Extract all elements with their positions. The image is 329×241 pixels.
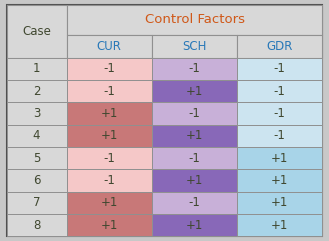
Text: -1: -1 <box>274 85 286 98</box>
Text: -1: -1 <box>274 107 286 120</box>
Text: +1: +1 <box>271 219 289 232</box>
Bar <box>152 214 237 236</box>
Bar <box>7 80 66 102</box>
Text: 1: 1 <box>33 62 40 75</box>
Text: -1: -1 <box>103 174 115 187</box>
Bar <box>7 125 66 147</box>
Bar <box>152 102 237 125</box>
Text: -1: -1 <box>274 62 286 75</box>
Bar <box>152 80 237 102</box>
Bar <box>237 35 322 58</box>
Text: SCH: SCH <box>182 40 207 53</box>
Bar <box>7 214 66 236</box>
Bar <box>237 80 322 102</box>
Bar <box>7 5 66 58</box>
Text: -1: -1 <box>189 152 200 165</box>
Text: +1: +1 <box>271 196 289 209</box>
Text: 7: 7 <box>33 196 40 209</box>
Bar <box>7 147 66 169</box>
Bar <box>152 147 237 169</box>
Text: -1: -1 <box>189 62 200 75</box>
Text: GDR: GDR <box>266 40 293 53</box>
Bar <box>66 58 152 80</box>
Text: 6: 6 <box>33 174 40 187</box>
Bar <box>152 169 237 192</box>
Bar <box>152 192 237 214</box>
Text: 2: 2 <box>33 85 40 98</box>
Text: -1: -1 <box>274 129 286 142</box>
Bar <box>66 147 152 169</box>
Bar <box>66 169 152 192</box>
Text: 4: 4 <box>33 129 40 142</box>
Bar <box>237 169 322 192</box>
Text: -1: -1 <box>103 85 115 98</box>
Text: -1: -1 <box>189 196 200 209</box>
Bar <box>66 102 152 125</box>
Text: +1: +1 <box>101 219 118 232</box>
Text: +1: +1 <box>186 219 203 232</box>
Text: +1: +1 <box>101 196 118 209</box>
Bar <box>7 169 66 192</box>
Text: +1: +1 <box>186 174 203 187</box>
Bar <box>66 125 152 147</box>
Text: CUR: CUR <box>97 40 122 53</box>
Bar <box>66 214 152 236</box>
Text: -1: -1 <box>103 62 115 75</box>
Text: +1: +1 <box>271 174 289 187</box>
Bar <box>152 35 237 58</box>
Text: 8: 8 <box>33 219 40 232</box>
Bar <box>237 192 322 214</box>
Bar <box>7 58 66 80</box>
Bar <box>7 192 66 214</box>
Text: 5: 5 <box>33 152 40 165</box>
Bar <box>237 125 322 147</box>
Bar <box>237 102 322 125</box>
Text: Case: Case <box>22 25 51 38</box>
Text: +1: +1 <box>101 129 118 142</box>
Bar <box>66 80 152 102</box>
Text: +1: +1 <box>186 85 203 98</box>
Bar <box>66 5 322 35</box>
Text: +1: +1 <box>186 129 203 142</box>
Bar <box>7 102 66 125</box>
Text: 3: 3 <box>33 107 40 120</box>
Text: +1: +1 <box>101 107 118 120</box>
Bar <box>66 192 152 214</box>
Text: -1: -1 <box>103 152 115 165</box>
Bar <box>237 214 322 236</box>
Bar <box>152 58 237 80</box>
Bar <box>237 58 322 80</box>
Bar <box>66 35 152 58</box>
Text: -1: -1 <box>189 107 200 120</box>
Text: +1: +1 <box>271 152 289 165</box>
Text: Control Factors: Control Factors <box>144 13 244 26</box>
Bar <box>237 147 322 169</box>
Bar <box>152 125 237 147</box>
